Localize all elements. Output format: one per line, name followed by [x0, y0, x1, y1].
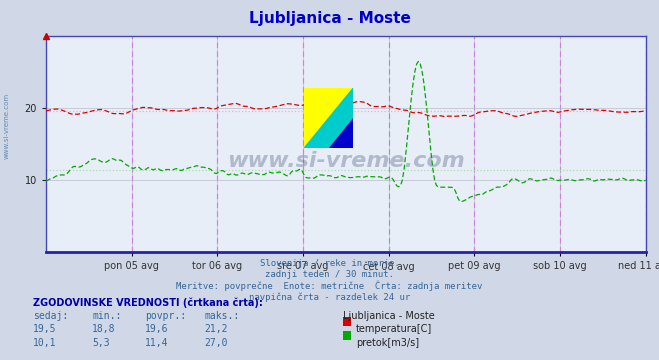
Text: 27,0: 27,0	[204, 338, 228, 348]
Text: 19,6: 19,6	[145, 324, 169, 334]
Text: Ljubljanica - Moste: Ljubljanica - Moste	[248, 11, 411, 26]
Text: min.:: min.:	[92, 311, 122, 321]
Polygon shape	[304, 88, 353, 148]
Text: 19,5: 19,5	[33, 324, 57, 334]
Text: www.si-vreme.com: www.si-vreme.com	[227, 151, 465, 171]
Polygon shape	[329, 118, 353, 148]
Text: 18,8: 18,8	[92, 324, 116, 334]
Text: 11,4: 11,4	[145, 338, 169, 348]
Polygon shape	[304, 88, 353, 148]
Text: www.si-vreme.com: www.si-vreme.com	[3, 93, 9, 159]
Text: povpr.:: povpr.:	[145, 311, 186, 321]
Text: ZGODOVINSKE VREDNOSTI (črtkana črta):: ZGODOVINSKE VREDNOSTI (črtkana črta):	[33, 297, 263, 307]
Text: sedaj:: sedaj:	[33, 311, 68, 321]
Text: temperatura[C]: temperatura[C]	[356, 324, 432, 334]
Text: 10,1: 10,1	[33, 338, 57, 348]
Text: Slovenija / reke in morje.
zadnji teden / 30 minut.
Meritve: povprečne  Enote: m: Slovenija / reke in morje. zadnji teden …	[177, 259, 482, 302]
Text: maks.:: maks.:	[204, 311, 239, 321]
Text: Ljubljanica - Moste: Ljubljanica - Moste	[343, 311, 434, 321]
Text: pretok[m3/s]: pretok[m3/s]	[356, 338, 419, 348]
Text: 5,3: 5,3	[92, 338, 110, 348]
Text: 21,2: 21,2	[204, 324, 228, 334]
